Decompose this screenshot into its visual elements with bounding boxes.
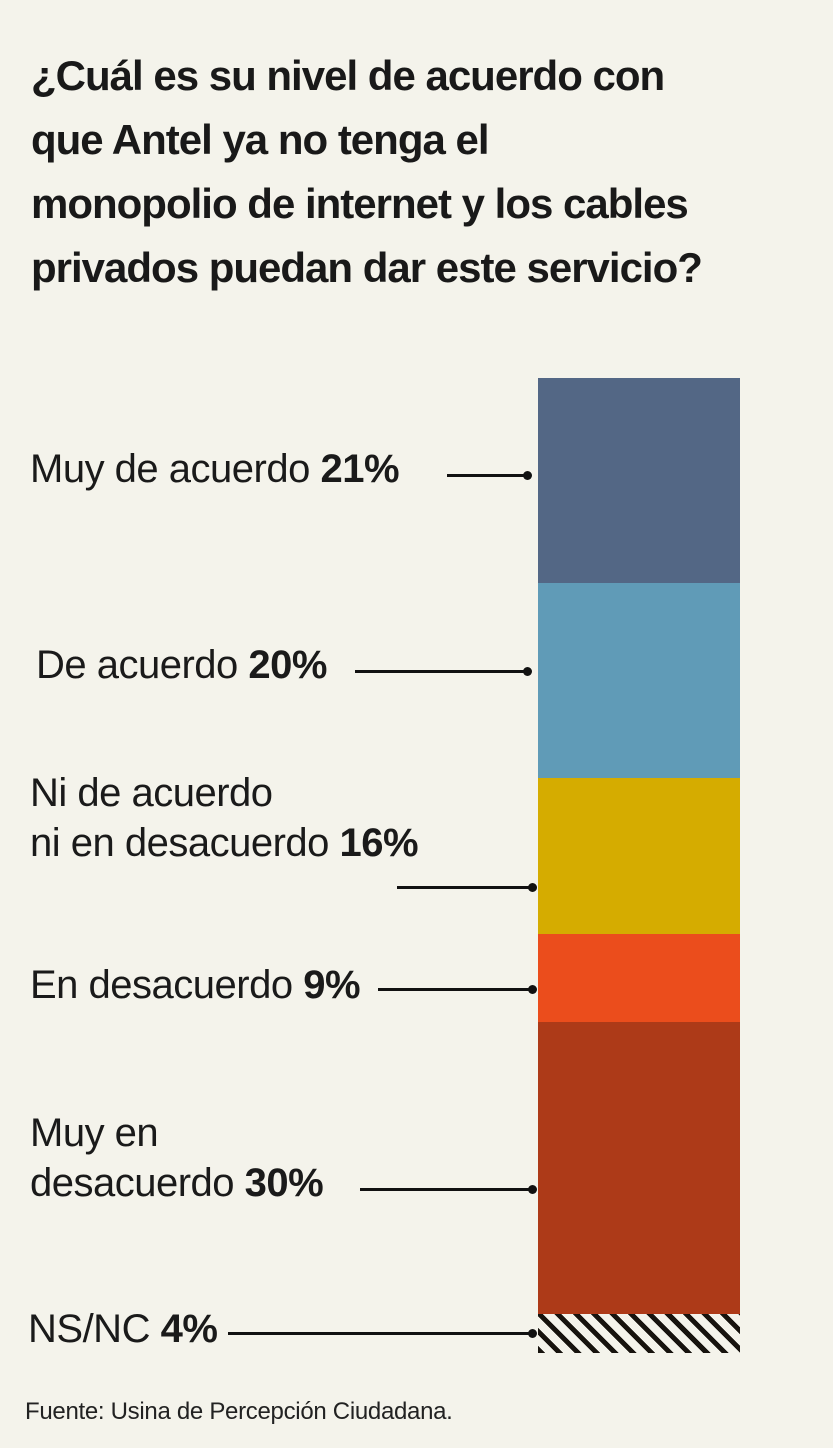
- label-text: Muy de acuerdo: [30, 447, 310, 491]
- label-text-line-2: ni en desacuerdo: [30, 821, 329, 865]
- leader-line-ns-nc: [228, 1329, 537, 1338]
- label-muy-en-desacuerdo: Muy en desacuerdo 30%: [30, 1108, 324, 1208]
- bar-segment-muy-de-acuerdo: [538, 378, 740, 583]
- chart-title-line-4: privados puedan dar este servicio?: [31, 244, 703, 291]
- label-value: 30%: [244, 1161, 324, 1205]
- chart-title-line-3: monopolio de internet y los cables: [31, 180, 689, 227]
- label-value: 20%: [248, 643, 327, 687]
- chart-title-line-2: que Antel ya no tenga el: [31, 116, 490, 163]
- bar-segment-de-acuerdo: [538, 582, 740, 778]
- bar-segment-muy-en-desacuerdo: [538, 1021, 740, 1314]
- label-ns-nc: NS/NC 4%: [28, 1304, 218, 1354]
- label-text-line-1: Muy en: [30, 1111, 159, 1155]
- label-value: 9%: [303, 963, 361, 1007]
- label-value: 4%: [160, 1307, 218, 1351]
- leader-line-de-acuerdo: [355, 667, 532, 676]
- label-ni-de-acuerdo-ni-en-desacuerdo: Ni de acuerdo ni en desacuerdo 16%: [30, 768, 419, 868]
- label-text: En desacuerdo: [30, 963, 293, 1007]
- leader-line-ni-de-acuerdo-ni-en-desacuerdo: [397, 883, 537, 892]
- label-en-desacuerdo: En desacuerdo 9%: [30, 960, 361, 1010]
- chart-title-line-1: ¿Cuál es su nivel de acuerdo con: [31, 52, 665, 99]
- leader-line-en-desacuerdo: [378, 985, 537, 994]
- leader-line-muy-de-acuerdo: [447, 471, 532, 480]
- bar-segment-ns-nc: [538, 1314, 740, 1353]
- label-text: NS/NC: [28, 1307, 150, 1351]
- source-note: Fuente: Usina de Percepción Ciudadana.: [25, 1398, 453, 1425]
- bar-segment-ni-de-acuerdo-ni-en-desacuerdo: [538, 777, 740, 934]
- label-text-line-1: Ni de acuerdo: [30, 771, 273, 815]
- bar-segment-en-desacuerdo: [538, 933, 740, 1022]
- label-text: De acuerdo: [36, 643, 238, 687]
- label-value: 16%: [339, 821, 419, 865]
- label-value: 21%: [320, 447, 400, 491]
- chart-title: ¿Cuál es su nivel de acuerdo con que Ant…: [31, 44, 703, 300]
- stacked-bar-column: [538, 378, 740, 1353]
- label-muy-de-acuerdo: Muy de acuerdo 21%: [30, 444, 400, 494]
- label-text-line-2: desacuerdo: [30, 1161, 235, 1205]
- leader-line-muy-en-desacuerdo: [360, 1185, 537, 1194]
- label-de-acuerdo: De acuerdo 20%: [36, 640, 327, 690]
